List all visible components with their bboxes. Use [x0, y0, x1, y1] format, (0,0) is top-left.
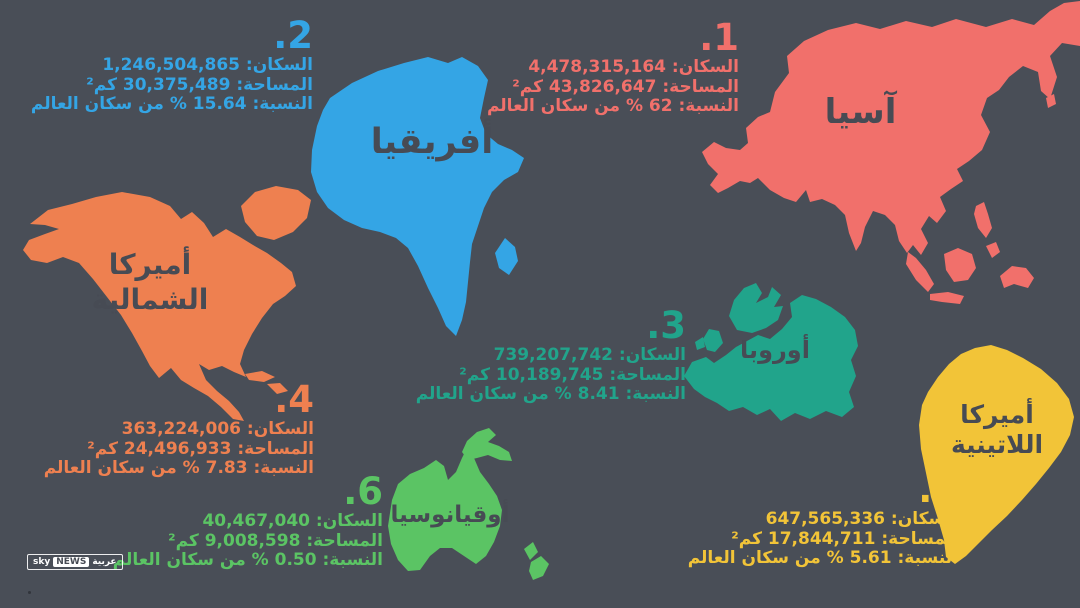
north-america-population-line: السكان: 363,224,006 [121, 419, 314, 439]
logo-sky-text: sky [33, 557, 51, 567]
latin-america-population-line: السكان: 647,565,336 [765, 509, 958, 529]
philippines-islands-shape [974, 202, 992, 238]
ireland-island-shape [695, 337, 705, 350]
corner-dot-mark [28, 591, 31, 594]
africa-share-line: النسبة: 15.64 % من سكان العالم [30, 94, 313, 114]
asia-label: آسيا [824, 92, 897, 132]
africa-rank-number: 2. [273, 14, 313, 57]
south-america-mainland-shape [919, 345, 1074, 564]
new-zealand-south-island-shape [529, 556, 549, 580]
africa-stats-block: 2. السكان: 1,246,504,865 المساحة: 30,375… [30, 14, 313, 115]
north-america-mainland-shape [23, 192, 296, 421]
borneo-island-shape [944, 248, 976, 282]
scandinavia-shape [729, 283, 783, 333]
north-america-label: أميركا الشمالية [91, 248, 209, 316]
logo-arabia-text: عربية [92, 557, 117, 567]
europe-mainland-shape [684, 295, 858, 421]
latin-america-rank-number: 5. [918, 468, 958, 511]
oceania-shape [388, 428, 549, 580]
africa-population-line: السكان: 1,246,504,865 [102, 55, 313, 75]
papua-island-shape [462, 428, 512, 461]
latin-america-share-line: النسبة: 5.61 % من سكان العالم [687, 548, 958, 568]
asia-area-line: المساحة: 43,826,647 كم² [512, 76, 739, 97]
hispaniola-island-shape [267, 383, 288, 394]
europe-population-line: السكان: 739,207,742 [493, 345, 686, 365]
asia-stats-block: 1. السكان: 4,478,315,164 المساحة: 43,826… [486, 16, 739, 117]
north-america-rank-number: 4. [274, 378, 314, 421]
asia-mainland-shape [702, 1, 1080, 255]
europe-area-line: المساحة: 10,189,745 كم² [459, 364, 686, 385]
north-america-stats-block: 4. السكان: 363,224,006 المساحة: 24,496,9… [43, 378, 314, 479]
oceania-share-line: النسبة: 0.50 % من سكان العالم [112, 550, 383, 570]
australia-shape [388, 446, 502, 571]
africa-mainland-shape [311, 57, 524, 336]
europe-share-line: النسبة: 8.41 % من سكان العالم [415, 384, 686, 404]
skynews-arabia-logo: sky NEWS عربية [27, 554, 123, 570]
greenland-shape [241, 186, 311, 240]
madagascar-island-shape [495, 238, 518, 275]
latin-america-label: أميركا اللاتينية [950, 400, 1044, 459]
oceania-area-line: المساحة: 9,008,598 كم² [168, 530, 383, 551]
logo-news-badge: NEWS [53, 557, 90, 567]
oceania-rank-number: 6. [343, 470, 383, 513]
oceania-population-line: السكان: 40,467,040 [202, 511, 383, 531]
europe-stats-block: 3. السكان: 739,207,742 المساحة: 10,189,7… [415, 304, 686, 405]
africa-area-line: المساحة: 30,375,489 كم² [86, 74, 313, 95]
africa-label: أفريقيا [370, 122, 494, 162]
europe-rank-number: 3. [646, 304, 686, 347]
latin-america-shape [919, 345, 1074, 564]
asia-rank-number: 1. [699, 16, 739, 59]
new-zealand-north-island-shape [524, 542, 538, 560]
latin-america-area-line: المساحة: 17,844,711 كم² [731, 528, 958, 549]
sulawesi-island-shape [986, 242, 1000, 258]
java-island-shape [930, 292, 964, 304]
oceania-stats-block: 6. السكان: 40,467,040 المساحة: 9,008,598… [112, 470, 383, 571]
north-america-share-line: النسبة: 7.83 % من سكان العالم [43, 458, 314, 478]
cuba-island-shape [245, 371, 275, 382]
latin-america-stats-block: 5. السكان: 647,565,336 المساحة: 17,844,7… [687, 468, 958, 569]
europe-shape [684, 283, 858, 421]
africa-shape [311, 57, 524, 336]
kamchatka-island-shape [1046, 94, 1056, 108]
north-america-shape [23, 186, 311, 421]
asia-share-line: النسبة: 62 % من سكان العالم [486, 96, 739, 116]
new-guinea-island-shape [1000, 266, 1034, 288]
oceania-label: أوقيانوسيا [390, 502, 510, 528]
europe-label: أوروبا [740, 336, 810, 364]
north-america-area-line: المساحة: 24,496,933 كم² [87, 438, 314, 459]
sumatra-island-shape [906, 252, 934, 292]
britain-island-shape [703, 329, 723, 352]
asia-population-line: السكان: 4,478,315,164 [528, 57, 739, 77]
asia-shape [702, 1, 1080, 304]
